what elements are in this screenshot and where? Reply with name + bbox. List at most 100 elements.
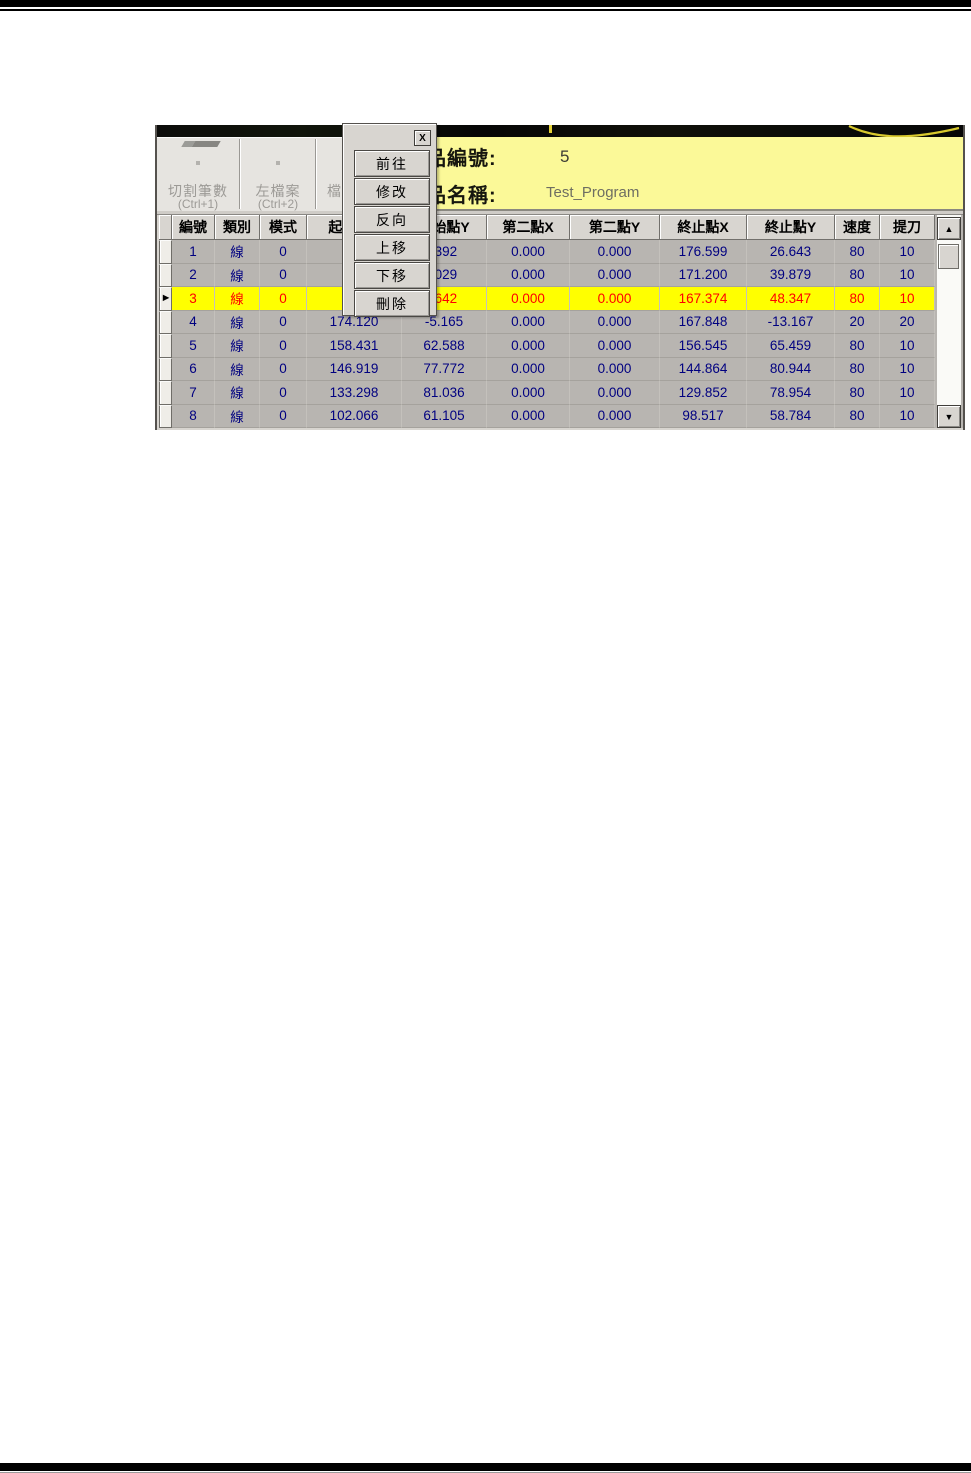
- cell-start-y[interactable]: 62.588: [402, 334, 487, 358]
- cell-speed[interactable]: 80: [835, 263, 880, 287]
- cell-end-y[interactable]: 39.879: [747, 263, 835, 287]
- vertical-scrollbar[interactable]: ▲ ▼: [937, 215, 961, 428]
- cell-num[interactable]: 4: [172, 310, 215, 334]
- cell-num[interactable]: 8: [172, 404, 215, 428]
- cell-second-y[interactable]: 0.000: [570, 310, 660, 334]
- row-select-margin[interactable]: [159, 404, 172, 428]
- cell-end-x[interactable]: 171.200: [660, 263, 747, 287]
- cell-end-y[interactable]: 65.459: [747, 334, 835, 358]
- row-select-margin[interactable]: [159, 357, 172, 381]
- cell-type[interactable]: 線: [215, 334, 260, 358]
- cell-end-y[interactable]: 26.643: [747, 240, 835, 264]
- cell-end-y[interactable]: 80.944: [747, 357, 835, 381]
- cell-start-x[interactable]: 102.066: [307, 404, 402, 428]
- cell-end-x[interactable]: 167.848: [660, 310, 747, 334]
- cell-start-y[interactable]: -5.165: [402, 310, 487, 334]
- cell-end-y[interactable]: -13.167: [747, 310, 835, 334]
- cell-lift[interactable]: 10: [880, 240, 935, 264]
- row-select-margin[interactable]: [159, 310, 172, 334]
- cell-second-y[interactable]: 0.000: [570, 357, 660, 381]
- cell-mode[interactable]: 0: [260, 240, 307, 264]
- menu-item-reverse[interactable]: 反向: [354, 206, 430, 233]
- cell-type[interactable]: 線: [215, 310, 260, 334]
- cell-lift[interactable]: 10: [880, 357, 935, 381]
- cell-speed[interactable]: 20: [835, 310, 880, 334]
- cell-speed[interactable]: 80: [835, 357, 880, 381]
- cell-lift[interactable]: 10: [880, 404, 935, 428]
- scroll-up-button[interactable]: ▲: [937, 217, 961, 240]
- cell-second-x[interactable]: 0.000: [487, 263, 570, 287]
- cell-start-y[interactable]: 77.772: [402, 357, 487, 381]
- row-select-margin[interactable]: [159, 381, 172, 405]
- cell-num[interactable]: 1: [172, 240, 215, 264]
- row-select-margin[interactable]: ►: [159, 287, 172, 311]
- cell-second-x[interactable]: 0.000: [487, 240, 570, 264]
- cell-speed[interactable]: 80: [835, 381, 880, 405]
- menu-item-delete[interactable]: 刪除: [354, 290, 430, 317]
- cell-second-x[interactable]: 0.000: [487, 381, 570, 405]
- cell-lift[interactable]: 20: [880, 310, 935, 334]
- cell-end-x[interactable]: 156.545: [660, 334, 747, 358]
- cell-speed[interactable]: 80: [835, 334, 880, 358]
- cell-type[interactable]: 線: [215, 357, 260, 381]
- cell-num[interactable]: 2: [172, 263, 215, 287]
- menu-item-move-down[interactable]: 下移: [354, 262, 430, 289]
- cell-second-x[interactable]: 0.000: [487, 357, 570, 381]
- cell-mode[interactable]: 0: [260, 310, 307, 334]
- cell-type[interactable]: 線: [215, 240, 260, 264]
- toolbar-button-cut-count[interactable]: 切割筆數 (Ctrl+1): [157, 137, 239, 211]
- cell-start-x[interactable]: 146.919: [307, 357, 402, 381]
- cell-start-y[interactable]: .392: [402, 240, 487, 264]
- cell-mode[interactable]: 0: [260, 381, 307, 405]
- cell-speed[interactable]: 80: [835, 240, 880, 264]
- cell-end-x[interactable]: 144.864: [660, 357, 747, 381]
- scrollbar-thumb[interactable]: [938, 244, 959, 269]
- cell-start-x[interactable]: 133.298: [307, 381, 402, 405]
- cell-start-x[interactable]: 158.431: [307, 334, 402, 358]
- cell-lift[interactable]: 10: [880, 334, 935, 358]
- menu-item-modify[interactable]: 修改: [354, 178, 430, 205]
- cell-speed[interactable]: 80: [835, 404, 880, 428]
- cell-start-y[interactable]: .029: [402, 263, 487, 287]
- cell-num[interactable]: 7: [172, 381, 215, 405]
- cell-second-y[interactable]: 0.000: [570, 404, 660, 428]
- cell-second-y[interactable]: 0.000: [570, 263, 660, 287]
- cell-lift[interactable]: 10: [880, 263, 935, 287]
- cell-type[interactable]: 線: [215, 263, 260, 287]
- cell-end-x[interactable]: 167.374: [660, 287, 747, 311]
- cell-mode[interactable]: 0: [260, 404, 307, 428]
- cell-type[interactable]: 線: [215, 381, 260, 405]
- cell-end-x[interactable]: 129.852: [660, 381, 747, 405]
- cell-end-x[interactable]: 98.517: [660, 404, 747, 428]
- menu-item-move-up[interactable]: 上移: [354, 234, 430, 261]
- scroll-down-button[interactable]: ▼: [937, 405, 961, 428]
- cell-type[interactable]: 線: [215, 404, 260, 428]
- row-select-margin[interactable]: [159, 240, 172, 264]
- row-select-margin[interactable]: [159, 334, 172, 358]
- cell-second-x[interactable]: 0.000: [487, 287, 570, 311]
- toolbar-button-left-file[interactable]: 左檔案 (Ctrl+2): [241, 137, 315, 211]
- cell-lift[interactable]: 10: [880, 287, 935, 311]
- cell-num[interactable]: 5: [172, 334, 215, 358]
- cell-second-y[interactable]: 0.000: [570, 334, 660, 358]
- cell-mode[interactable]: 0: [260, 287, 307, 311]
- cell-start-y[interactable]: 61.105: [402, 404, 487, 428]
- cell-mode[interactable]: 0: [260, 357, 307, 381]
- cell-end-x[interactable]: 176.599: [660, 240, 747, 264]
- cell-num[interactable]: 3: [172, 287, 215, 311]
- cell-type[interactable]: 線: [215, 287, 260, 311]
- cell-second-y[interactable]: 0.000: [570, 287, 660, 311]
- cell-end-y[interactable]: 78.954: [747, 381, 835, 405]
- cell-mode[interactable]: 0: [260, 334, 307, 358]
- cell-start-x[interactable]: 174.120: [307, 310, 402, 334]
- cell-start-y[interactable]: 81.036: [402, 381, 487, 405]
- cell-mode[interactable]: 0: [260, 263, 307, 287]
- close-icon[interactable]: X: [414, 130, 431, 146]
- cell-end-y[interactable]: 48.347: [747, 287, 835, 311]
- cell-end-y[interactable]: 58.784: [747, 404, 835, 428]
- cell-second-x[interactable]: 0.000: [487, 404, 570, 428]
- cell-second-y[interactable]: 0.000: [570, 240, 660, 264]
- cell-second-x[interactable]: 0.000: [487, 334, 570, 358]
- menu-item-goto[interactable]: 前往: [354, 150, 430, 177]
- row-select-margin[interactable]: [159, 263, 172, 287]
